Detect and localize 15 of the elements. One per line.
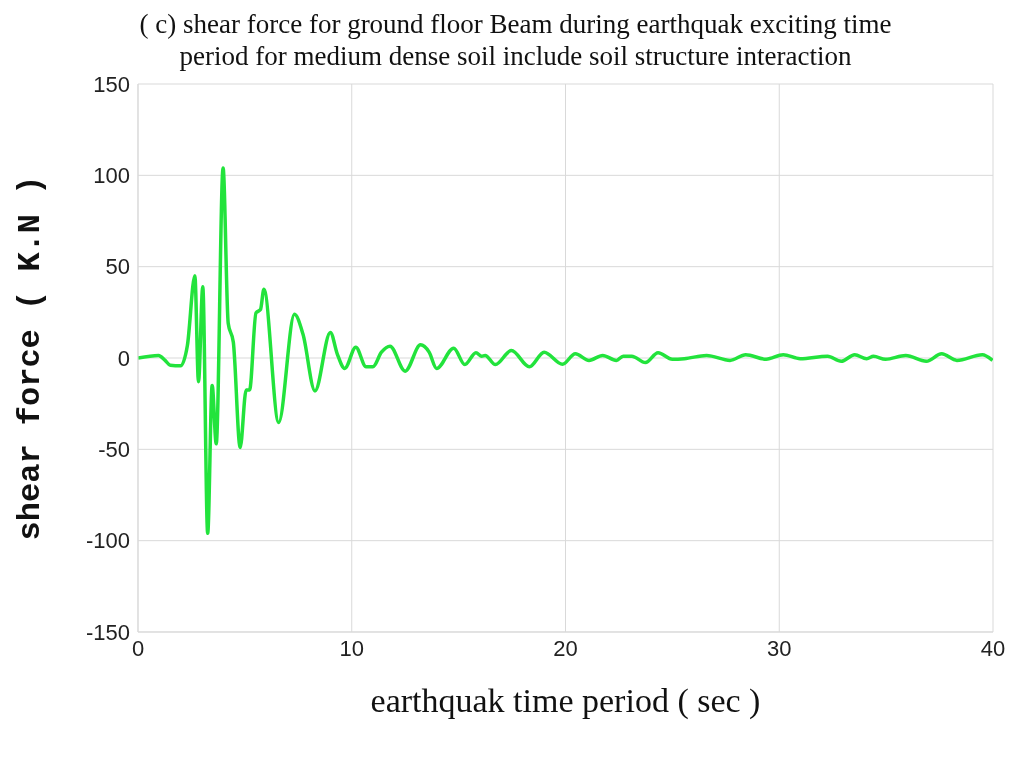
x-axis-title: earthquak time period ( sec ) [370, 682, 761, 720]
chart-title: ( c) shear force for ground floor Beam during earthquak exciting time period for medium dense soil include soil structure interaction [138, 8, 893, 72]
x-tick-label: 10 [339, 635, 364, 661]
line-series [138, 166, 993, 536]
x-tick-label: 20 [553, 635, 578, 661]
y-tick-label: 50 [105, 254, 130, 280]
y-tick-label: 0 [117, 345, 130, 371]
x-tick-label: 30 [767, 635, 792, 661]
y-tick-label: 150 [93, 71, 130, 97]
y-tick-label: -100 [85, 528, 130, 554]
y-tick-label: -50 [98, 437, 130, 463]
x-tick-label: 40 [980, 635, 1006, 661]
y-tick-label: -150 [85, 619, 130, 645]
y-axis-title: shear force ( K.N ) [12, 175, 50, 541]
y-tick-label: 100 [93, 163, 130, 189]
